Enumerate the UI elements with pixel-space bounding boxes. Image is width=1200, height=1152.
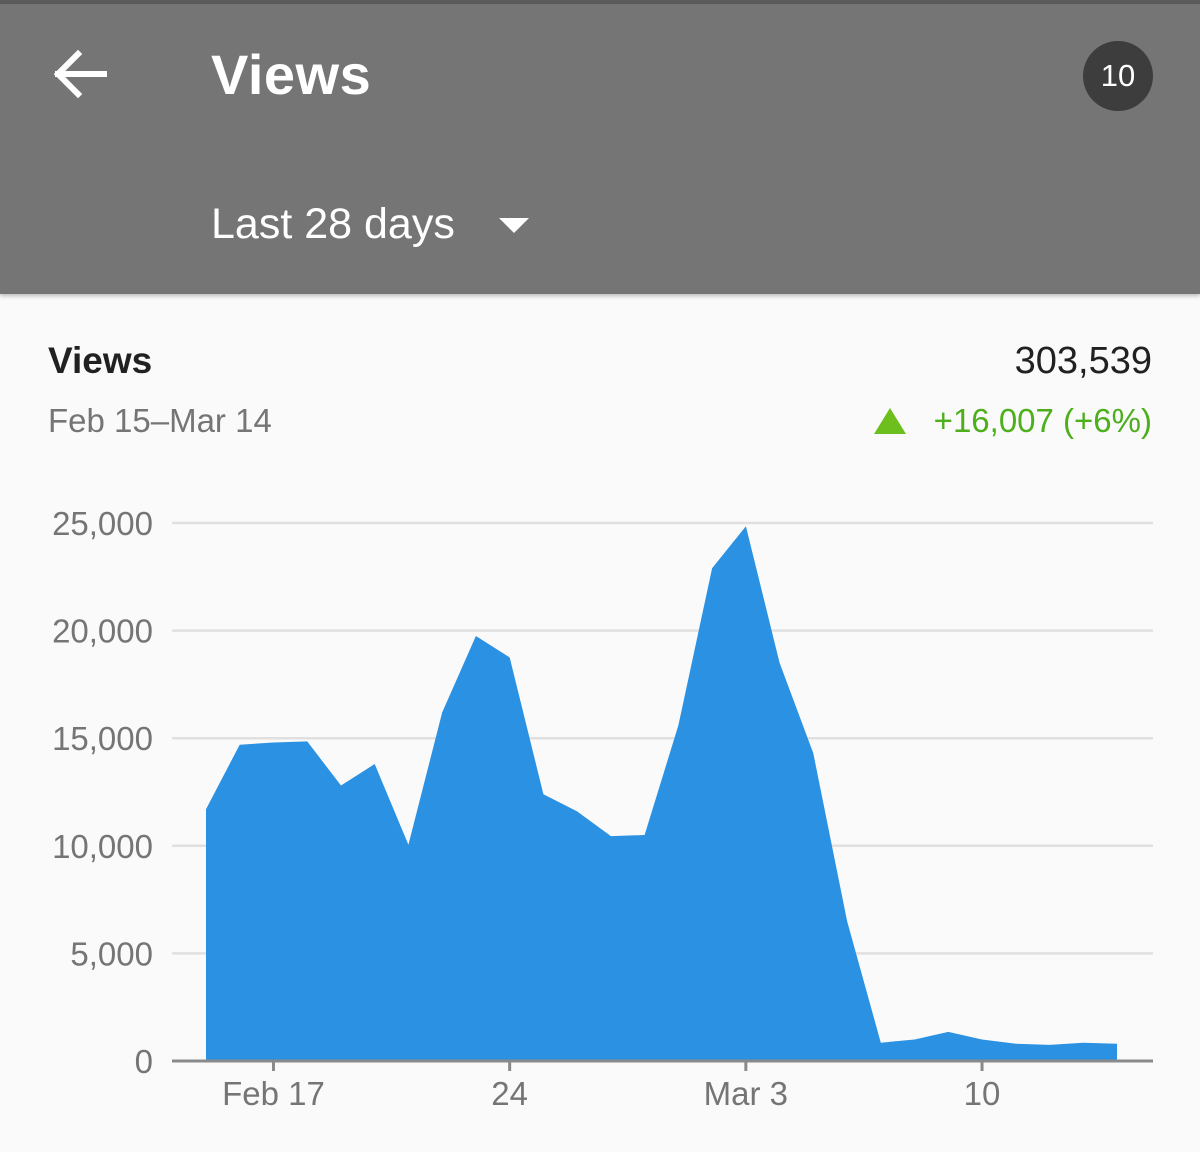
x-tick-label: Feb 17 [222,1075,325,1112]
metric-change: +16,007 (+6%) [873,402,1152,440]
count-badge[interactable]: 10 [1083,41,1153,111]
views-area-series [206,526,1117,1061]
status-strip [0,0,1200,4]
y-tick-label: 0 [135,1043,153,1080]
back-button[interactable] [40,34,120,114]
page-title: Views [211,43,372,106]
app-bar: Views 10 Last 28 days [0,4,1200,294]
y-tick-label: 15,000 [52,720,153,757]
y-tick-label: 25,000 [52,505,153,542]
arrow-left-icon [53,49,107,99]
y-tick-label: 20,000 [52,613,153,650]
triangle-up-icon [873,408,906,434]
y-tick-label: 10,000 [52,828,153,865]
triangle-down-icon [498,218,529,233]
date-range-dropdown[interactable]: Last 28 days [211,194,529,254]
metric-total: 303,539 [1014,340,1152,382]
x-tick-label: Mar 3 [704,1075,788,1112]
views-area-chart: 0 5,000 10,000 15,000 20,000 25,000 Feb 17 24 Ma… [52,505,1153,1112]
date-range-label: Last 28 days [211,199,455,248]
y-tick-label: 5,000 [70,935,153,972]
x-tick-label: 10 [964,1075,1001,1112]
x-tick-label: 24 [491,1075,528,1112]
change-value: +16,007 (+6%) [933,402,1152,439]
metric-date-range: Feb 15–Mar 14 [48,402,272,439]
metric-title: Views [48,340,153,381]
